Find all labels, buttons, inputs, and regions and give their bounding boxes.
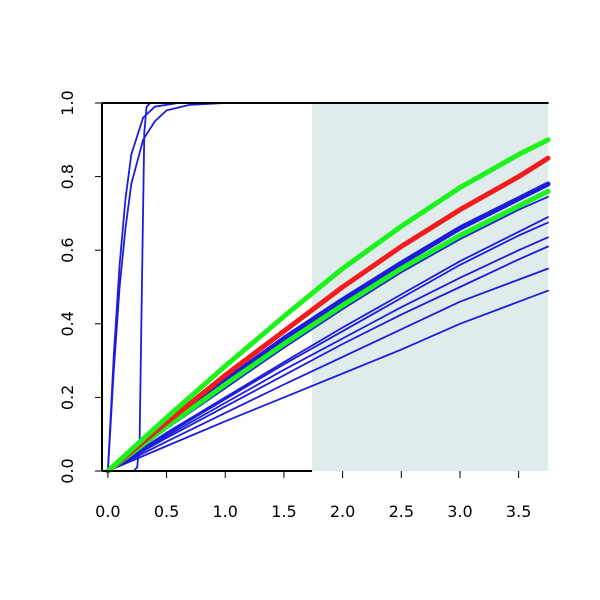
series-line-12 — [105, 188, 551, 474]
series-line-14 — [105, 137, 551, 474]
x-tick-label: 2.5 — [389, 502, 414, 521]
x-tick-label: 3.0 — [447, 502, 472, 521]
series-line-7 — [107, 236, 549, 472]
series-line-5 — [107, 267, 549, 472]
y-tick-label: 0.8 — [58, 164, 77, 189]
series-line-2 — [107, 102, 549, 472]
series-line-13 — [105, 155, 551, 474]
y-tick-label: 0.2 — [58, 385, 77, 410]
x-tick-label: 0.0 — [95, 502, 120, 521]
x-tick-label: 0.5 — [154, 502, 179, 521]
y-tick-label: 0.6 — [58, 237, 77, 262]
series-line-9 — [107, 216, 549, 472]
series-line-1 — [107, 102, 549, 472]
series-line-6 — [107, 245, 549, 472]
x-tick-label: 3.5 — [506, 502, 531, 521]
axes-frame — [101, 102, 548, 472]
series-line-4 — [107, 289, 549, 472]
y-tick-label: 0.4 — [58, 311, 77, 336]
shaded-region-layer — [312, 103, 548, 471]
x-tick-label: 1.5 — [271, 502, 296, 521]
shaded-region — [312, 103, 548, 471]
x-tick-label: 1.0 — [213, 502, 238, 521]
series-line-8 — [107, 221, 549, 472]
x-tick-label: 2.0 — [330, 502, 355, 521]
series-layer — [105, 102, 551, 474]
y-tick-label: 1.0 — [58, 90, 77, 115]
y-axis: 0.0 0.2 0.4 0.6 0.8 1.0 — [58, 90, 102, 484]
y-tick-label: 0.0 — [58, 458, 77, 483]
x-axis: 0.0 0.5 1.0 1.5 2.0 2.5 3.0 3.5 — [95, 471, 531, 521]
